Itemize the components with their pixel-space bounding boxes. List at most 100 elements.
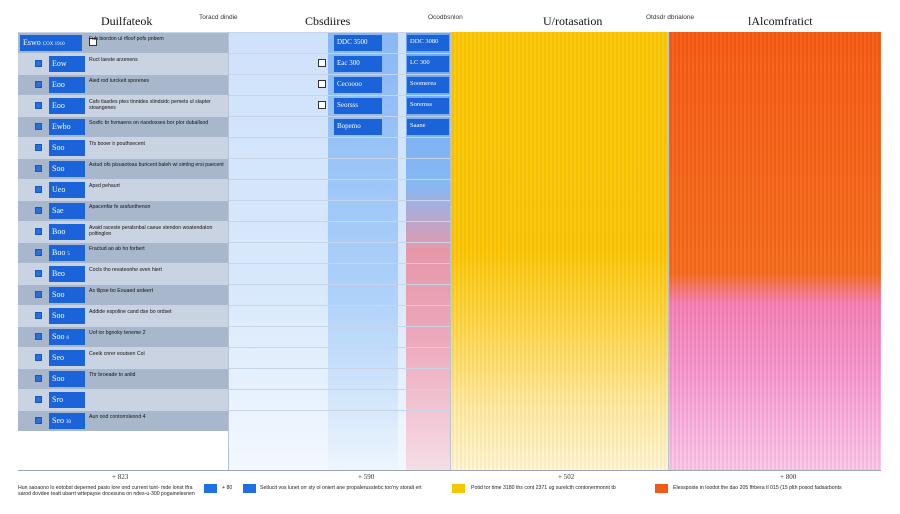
row-code-chip[interactable]: Ewbo xyxy=(49,119,85,135)
table-row[interactable]: Soo Thr broeade to anlid xyxy=(18,368,450,389)
row-code-suffix: 30 xyxy=(66,420,71,425)
table-row[interactable]: Beo Cocls tho revateonhe sven hiert xyxy=(18,263,450,284)
table-row[interactable]: Sro xyxy=(18,389,450,410)
table-row[interactable]: Soo Tfs booer ir pouthsecent xyxy=(18,137,450,158)
row-checkbox[interactable] xyxy=(318,101,326,109)
column-subtitle-1: Toracd dindie xyxy=(199,14,238,21)
table-row[interactable]: Soo Astud ofs pisuaotoas buricent baleh w… xyxy=(18,158,450,179)
row-code-label: Soo xyxy=(52,164,65,173)
grid-divider xyxy=(450,32,451,470)
row-code-chip[interactable]: Soo xyxy=(49,308,85,324)
row-code-chip[interactable]: Boo 5 xyxy=(49,245,85,261)
row-description: Fuh biordon ul rfloof pofs pnbem xyxy=(89,36,164,42)
row-marker xyxy=(35,207,42,214)
row-code-label: Soo xyxy=(52,290,65,299)
axis-label-c: + 502 xyxy=(558,473,575,481)
row-value-chip-c[interactable]: Soomerea xyxy=(407,77,449,93)
column-title-3: U/rotasation xyxy=(543,14,603,28)
row-code-suffix: 6 xyxy=(66,336,69,341)
row-code-label: Eoo xyxy=(52,101,65,110)
row-marker xyxy=(35,312,42,319)
row-code-label: Eow xyxy=(52,59,67,68)
row-code-suffix: COX 1910 xyxy=(42,42,65,47)
row-marker xyxy=(35,291,42,298)
row-code-chip[interactable]: Ueo xyxy=(49,182,85,198)
row-code-label: Soo xyxy=(52,143,65,152)
row-value-chip-c[interactable]: Soremss xyxy=(407,98,449,114)
row-code-label: Soo xyxy=(52,332,65,341)
row-value-chip-b[interactable]: Bopemo xyxy=(334,119,382,135)
row-code-label: Sro xyxy=(52,395,64,404)
table-row[interactable]: Eoo Aied rod lurckeit sporenes Cecoooo Soom… xyxy=(18,74,450,95)
row-description: Ruct laeste arzenens xyxy=(89,57,138,63)
row-code-chip[interactable]: Eoo xyxy=(49,77,85,93)
row-description: Sosfic br hvmaens on riaodosses bor plor… xyxy=(89,120,209,126)
row-code-chip[interactable]: Soo 6 xyxy=(49,329,85,345)
row-description: Aun ood contorrsleond 4 xyxy=(89,414,146,420)
table-row[interactable]: Ueo Apsd pehaurt xyxy=(18,179,450,200)
row-value-chip-c[interactable]: Saane xyxy=(407,119,449,135)
row-description: Cafs tiasdes ptes tinntdes slindsidc pem… xyxy=(89,99,211,112)
row-marker xyxy=(35,102,42,109)
row-code-label: Sae xyxy=(52,206,64,215)
legend-text-5: Elessposte in loodot the dao 205 ffrbera… xyxy=(673,485,842,491)
row-code-chip[interactable]: Boo xyxy=(49,224,85,240)
row-description: Apsd pehaurt xyxy=(89,183,120,189)
row-checkbox[interactable] xyxy=(318,80,326,88)
row-description: Cocls tho revateonhe sven hiert xyxy=(89,267,162,273)
table-row[interactable]: Seo 30 Aun ood contorrsleond 4 xyxy=(18,410,450,431)
row-marker xyxy=(35,354,42,361)
row-code-chip[interactable]: Beo xyxy=(49,266,85,282)
row-checkbox[interactable] xyxy=(318,59,326,67)
row-marker xyxy=(35,270,42,277)
table-row[interactable]: Seo Ceeik cnrer eoutsen Col xyxy=(18,347,450,368)
table-row[interactable]: Soo Addide espoline cand dse bo ordset xyxy=(18,305,450,326)
column-title-2: Cbsdiires xyxy=(305,14,351,28)
row-code-label: Beo xyxy=(52,269,65,278)
table-row[interactable]: Soo As tlipse bo Eouaed ardeert xyxy=(18,284,450,305)
axis-baseline xyxy=(18,470,881,471)
table-row[interactable]: Sae Apacenfar fe arafunthenon xyxy=(18,200,450,221)
row-code-label: Boo xyxy=(52,227,66,236)
row-code-chip[interactable]: Soo xyxy=(49,140,85,156)
row-marker xyxy=(35,81,42,88)
table-row[interactable]: Eow Ruct laeste arzenens Eac 300 LC 300 xyxy=(18,53,450,74)
row-code-chip[interactable]: Soo xyxy=(49,287,85,303)
row-checkbox[interactable] xyxy=(89,38,97,46)
row-code-chip[interactable]: Eow xyxy=(49,56,85,72)
grid-divider xyxy=(668,32,669,470)
row-code-chip[interactable]: Eswo COX 1910 xyxy=(20,35,82,51)
row-code-label: Seo xyxy=(52,353,64,362)
row-code-chip[interactable]: Seo xyxy=(49,350,85,366)
table-row[interactable]: Eoo Cafs tiasdes ptes tinntdes slindsidc … xyxy=(18,95,450,116)
row-code-label: Soo xyxy=(52,374,65,383)
row-description: Fractud ao ab ho forbert xyxy=(89,246,145,252)
column-header-bar: Duilfateok Toracd dindie Cbsdiires Ocodb… xyxy=(0,0,900,32)
row-code-chip[interactable]: Seo 30 xyxy=(49,413,85,429)
row-value-chip-b[interactable]: Seorsss xyxy=(334,98,382,114)
row-marker xyxy=(35,144,42,151)
column-subtitle-3: Otdsdr dbrialone xyxy=(646,14,695,21)
table-row[interactable]: Soo 6 Uof ior bgnoky teneme 2 xyxy=(18,326,450,347)
row-description: Tfs booer ir pouthsecent xyxy=(89,141,145,147)
row-value-chip-c[interactable]: LC 300 xyxy=(407,56,449,72)
row-description: As tlipse bo Eouaed ardeert xyxy=(89,288,154,294)
table-row[interactable]: Eswo COX 1910 Fuh biordon ul rfloof pofs p… xyxy=(18,32,450,53)
row-code-chip[interactable]: Soo xyxy=(49,371,85,387)
row-code-chip[interactable]: Eoo xyxy=(49,98,85,114)
row-marker xyxy=(35,186,42,193)
table-row[interactable]: Ewbo Sosfic br hvmaens on riaodosses bor … xyxy=(18,116,450,137)
table-row[interactable]: Boo Avaid raceste peralsnbal caeue stendo… xyxy=(18,221,450,242)
row-value-chip-c[interactable]: DDC 3080 xyxy=(407,35,449,51)
row-code-chip[interactable]: Sae xyxy=(49,203,85,219)
legend-text-4: Potid tor time 3180 ths cont 2371 ug sur… xyxy=(471,485,616,491)
column-title-4: lAlcomfratict xyxy=(748,14,813,28)
row-value-chip-b[interactable]: DDC 3500 xyxy=(334,35,382,51)
row-value-chip-b[interactable]: Eac 300 xyxy=(334,56,382,72)
row-value-chip-b[interactable]: Cecoooo xyxy=(334,77,382,93)
row-code-chip[interactable]: Soo xyxy=(49,161,85,177)
row-description: Ceeik cnrer eoutsen Col xyxy=(89,351,145,357)
row-code-label: Soo xyxy=(52,311,65,320)
row-code-chip[interactable]: Sro xyxy=(49,392,85,408)
table-row[interactable]: Boo 5 Fractud ao ab ho forbert xyxy=(18,242,450,263)
